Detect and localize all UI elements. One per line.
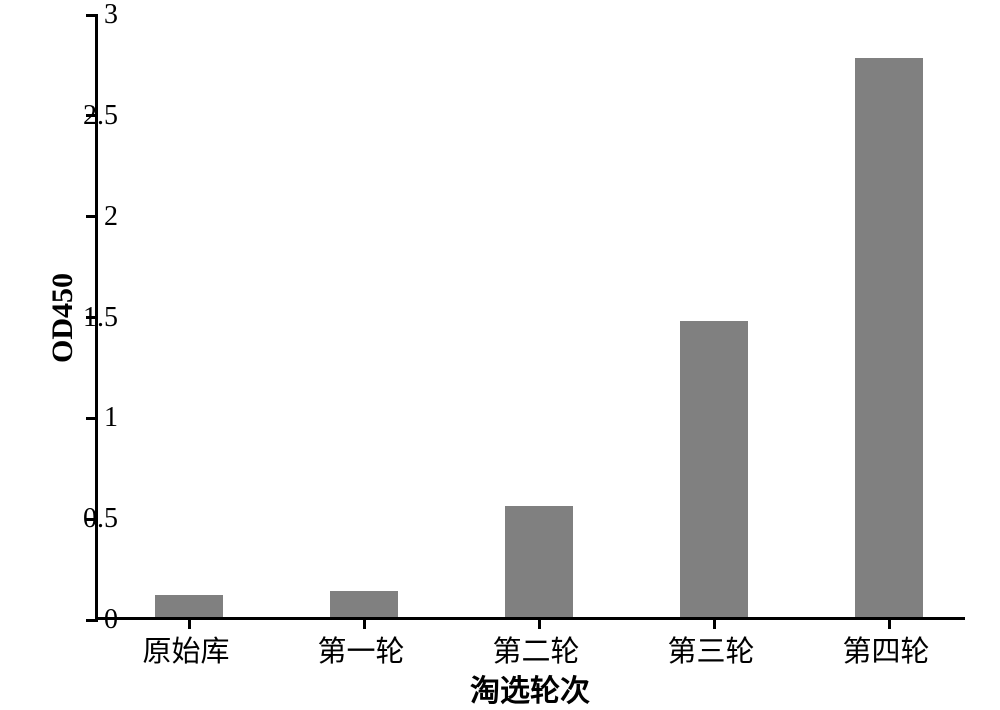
y-tick-label: 3: [104, 0, 118, 31]
y-tick: [86, 215, 98, 218]
x-tick-label: 第四轮: [842, 628, 929, 670]
bar: [330, 591, 398, 617]
x-axis-title: 淘选轮次: [470, 666, 590, 710]
x-tick-label: 原始库: [142, 628, 229, 670]
y-tick-label: 0.5: [83, 503, 118, 535]
plot-area: [95, 15, 965, 620]
y-tick: [86, 417, 98, 420]
x-tick-label: 第一轮: [317, 628, 404, 670]
x-tick-label: 第二轮: [492, 628, 579, 670]
x-tick-label: 第三轮: [667, 628, 754, 670]
y-tick-label: 0: [104, 604, 118, 636]
y-tick-label: 1: [104, 402, 118, 434]
chart-container: [95, 15, 965, 620]
bar: [855, 58, 923, 617]
bar: [680, 321, 748, 617]
bar: [505, 506, 573, 617]
y-tick-label: 2.5: [83, 100, 118, 132]
bar: [155, 595, 223, 617]
y-tick: [86, 619, 98, 622]
y-tick-label: 1.5: [83, 302, 118, 334]
y-tick: [86, 14, 98, 17]
y-axis-title: OD450: [46, 273, 80, 363]
y-tick-label: 2: [104, 201, 118, 233]
